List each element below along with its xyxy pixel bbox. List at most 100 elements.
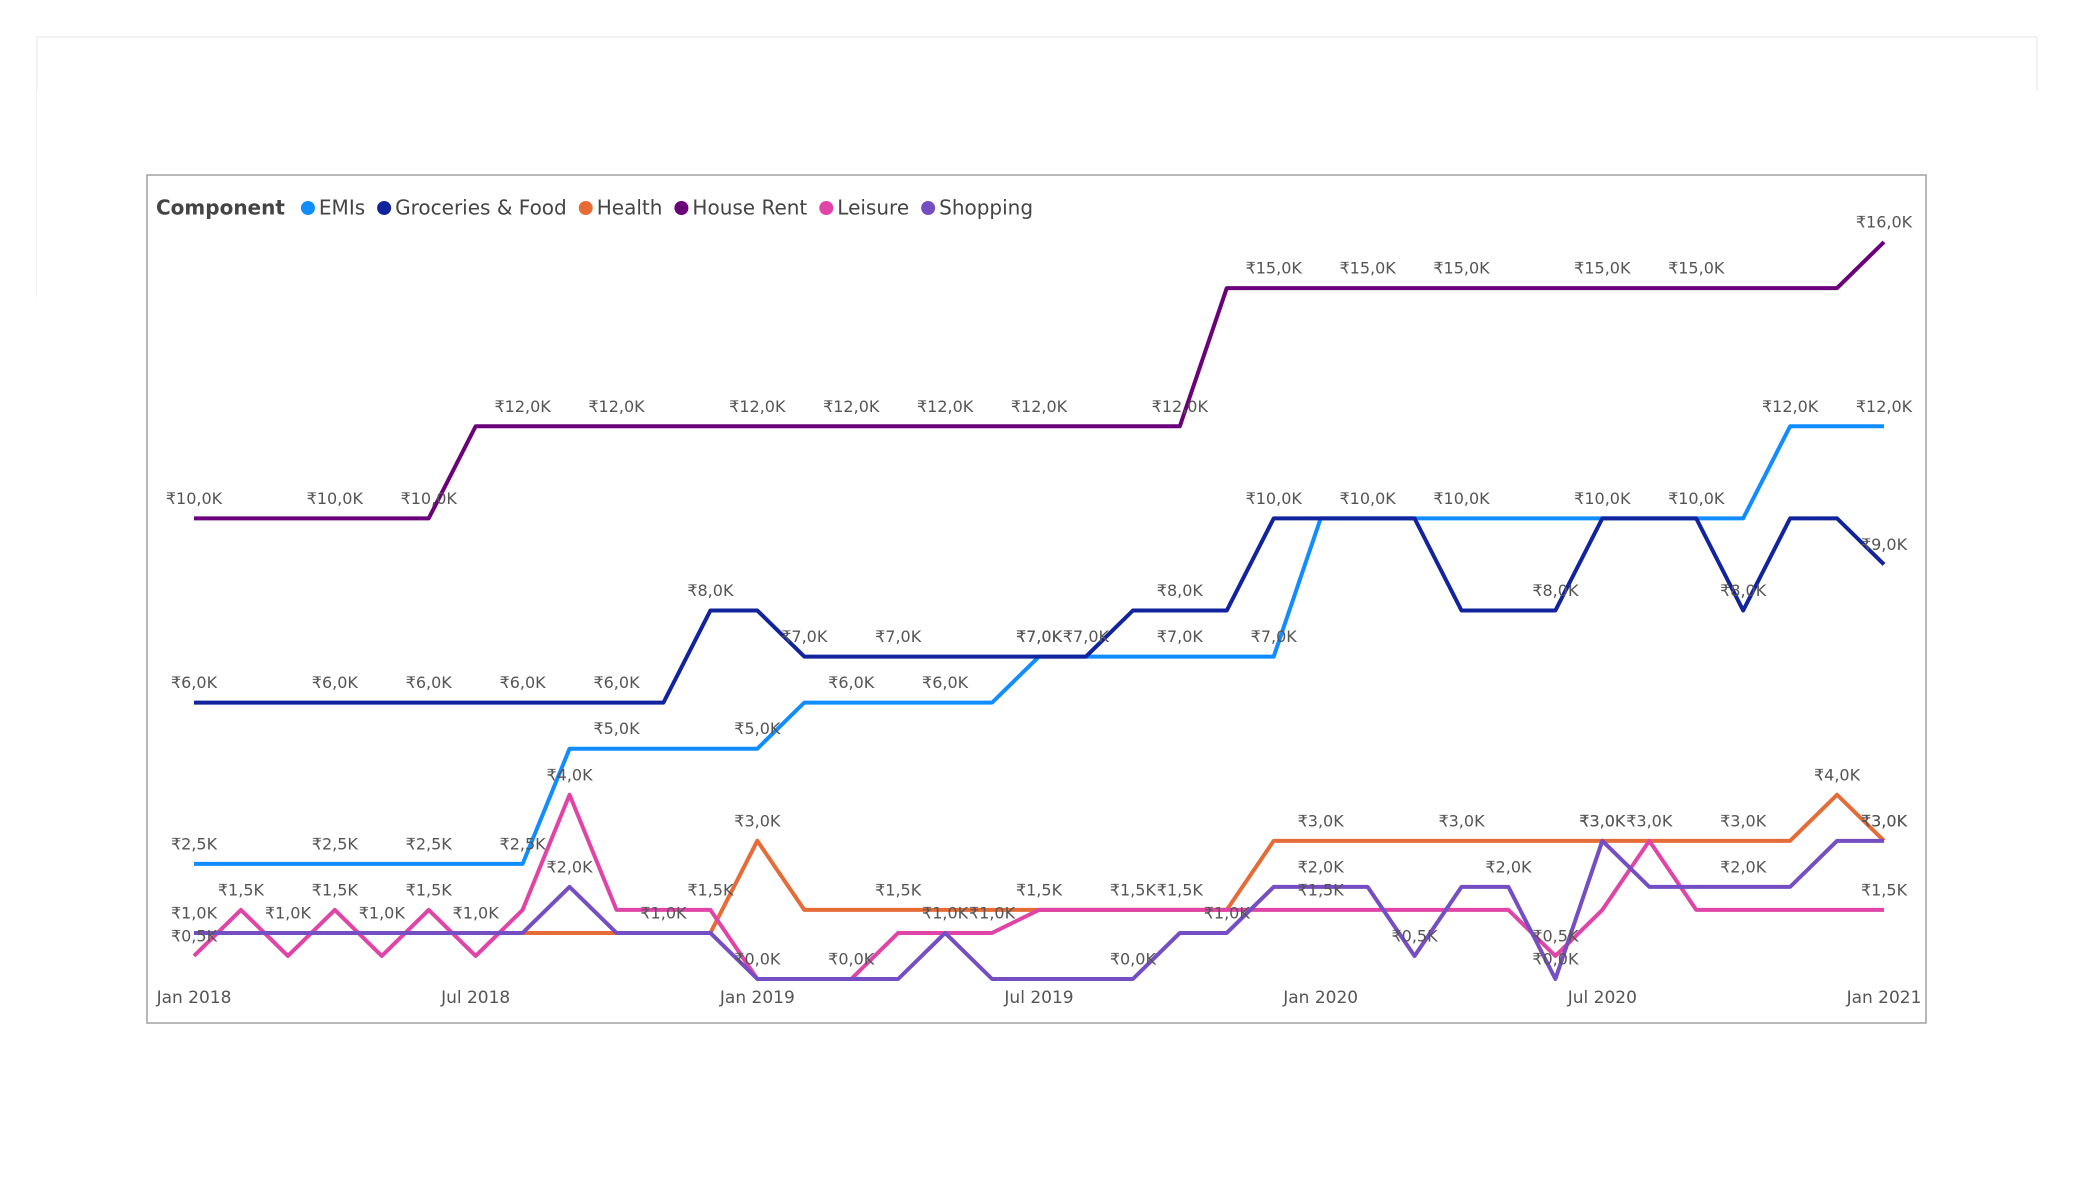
data-label: ₹12,0K — [588, 397, 645, 416]
data-label: ₹6,0K — [312, 673, 359, 692]
data-label: ₹0,0K — [1532, 950, 1579, 969]
series-line — [192, 792, 1884, 981]
data-label: ₹8,0K — [1532, 581, 1579, 600]
x-tick-label: Jul 2020 — [1567, 988, 1637, 1008]
x-tick-label: Jan 2020 — [1282, 988, 1358, 1008]
legend-marker — [921, 201, 936, 215]
data-label: ₹15,0K — [1433, 259, 1490, 278]
data-label: ₹15,0K — [1668, 259, 1725, 278]
data-label: ₹0,5K — [1532, 926, 1579, 945]
legend-marker — [300, 201, 315, 215]
data-label: ₹15,0K — [1246, 259, 1303, 278]
data-label: ₹12,0K — [1152, 397, 1209, 416]
data-label: ₹4,0K — [1814, 765, 1861, 784]
data-label: ₹2,0K — [1298, 857, 1345, 876]
x-tick-label: Jul 2018 — [440, 988, 510, 1008]
data-label: ₹6,0K — [593, 673, 640, 692]
data-label: ₹7,0K — [1063, 627, 1110, 646]
data-label: ₹8,0K — [1157, 581, 1204, 600]
data-label: ₹12,0K — [823, 397, 880, 416]
data-label: ₹12,0K — [1856, 397, 1913, 416]
data-label: ₹10,0K — [1668, 489, 1725, 508]
data-label: ₹1,0K — [359, 903, 406, 922]
data-label: ₹10,0K — [1246, 489, 1303, 508]
data-label: ₹2,0K — [1485, 857, 1532, 876]
data-label: ₹7,0K — [1016, 627, 1063, 646]
data-label: ₹2,0K — [1720, 857, 1767, 876]
data-label: ₹1,5K — [1298, 880, 1345, 899]
legend-label: Leisure — [837, 196, 909, 220]
x-tick-label: Jan 2021 — [1846, 988, 1922, 1008]
data-label: ₹3,0K — [1720, 811, 1767, 830]
data-label: ₹10,0K — [1574, 489, 1631, 508]
data-label: ₹1,0K — [265, 903, 312, 922]
data-label: ₹1,5K — [1157, 880, 1204, 899]
x-tick-label: Jan 2019 — [719, 988, 795, 1008]
data-label: ₹0,5K — [171, 926, 218, 945]
data-label: ₹1,5K — [406, 880, 453, 899]
data-label: ₹3,0K — [734, 811, 781, 830]
data-label: ₹7,0K — [1016, 627, 1063, 646]
data-label: ₹1,0K — [922, 903, 969, 922]
data-label: ₹0,5K — [1391, 926, 1438, 945]
data-label: ₹5,0K — [734, 719, 781, 738]
series-line — [194, 838, 1884, 981]
series-line — [194, 516, 1886, 705]
x-tick-label: Jul 2019 — [1003, 988, 1073, 1008]
data-label: ₹3,0K — [1861, 811, 1908, 830]
data-label: ₹15,0K — [1574, 259, 1631, 278]
data-label: ₹1,5K — [1861, 880, 1908, 899]
data-label: ₹7,0K — [781, 627, 828, 646]
data-label: ₹1,0K — [969, 903, 1016, 922]
data-label: ₹1,0K — [1204, 903, 1251, 922]
data-label: ₹10,0K — [307, 489, 364, 508]
data-label: ₹1,5K — [312, 880, 359, 899]
data-label: ₹9,0K — [1861, 535, 1908, 554]
data-label: ₹2,5K — [500, 834, 547, 853]
data-label: ₹2,0K — [546, 857, 593, 876]
data-label: ₹8,0K — [1720, 581, 1767, 600]
legend-label: Shopping — [939, 196, 1033, 220]
data-label: ₹7,0K — [875, 627, 922, 646]
data-label: ₹12,0K — [1011, 397, 1068, 416]
data-label: ₹1,5K — [1016, 880, 1063, 899]
data-label: ₹3,0K — [1861, 811, 1908, 830]
data-label: ₹2,5K — [312, 834, 359, 853]
legend-marker — [578, 201, 593, 215]
data-label: ₹3,0K — [1626, 811, 1673, 830]
legend-label: House Rent — [692, 196, 807, 220]
data-label: ₹1,0K — [640, 903, 687, 922]
x-tick-label: Jan 2018 — [156, 988, 232, 1008]
data-label: ₹3,0K — [1298, 811, 1345, 830]
series-line — [194, 240, 1886, 521]
legend-marker — [819, 201, 834, 215]
data-label: ₹0,0K — [1110, 950, 1157, 969]
data-label: ₹6,0K — [500, 673, 547, 692]
data-label: ₹6,0K — [406, 673, 453, 692]
data-label: ₹7,0K — [1251, 627, 1298, 646]
data-label: ₹2,5K — [406, 834, 453, 853]
data-label: ₹1,0K — [171, 903, 218, 922]
data-label: ₹7,0K — [1157, 627, 1204, 646]
data-label: ₹3,0K — [1438, 811, 1485, 830]
chart-frame — [146, 174, 1927, 1024]
data-label: ₹0,0K — [828, 950, 875, 969]
legend-label: Groceries & Food — [395, 196, 567, 220]
data-label: ₹12,0K — [729, 397, 786, 416]
data-label: ₹1,5K — [218, 880, 265, 899]
legend-marker — [674, 201, 689, 215]
data-label: ₹6,0K — [828, 673, 875, 692]
data-label: ₹12,0K — [494, 397, 551, 416]
data-label: ₹3,0K — [1579, 811, 1626, 830]
data-label: ₹2,5K — [171, 834, 218, 853]
legend-label: Health — [597, 196, 663, 220]
data-label: ₹5,0K — [593, 719, 640, 738]
legend-label: EMIs — [319, 196, 365, 220]
data-label: ₹10,0K — [401, 489, 458, 508]
data-label: ₹1,5K — [875, 880, 922, 899]
data-label: ₹1,5K — [1110, 880, 1157, 899]
data-label: ₹10,0K — [166, 489, 223, 508]
data-label: ₹10,0K — [1433, 489, 1490, 508]
legend-marker — [377, 201, 392, 215]
